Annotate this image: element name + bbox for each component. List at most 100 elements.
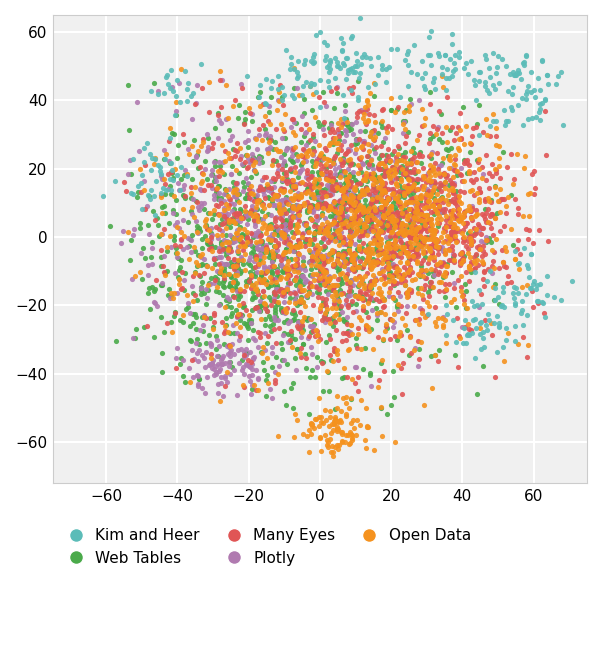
- Point: [187, 345, 196, 355]
- Point: [324, 272, 334, 282]
- Point: [230, 270, 240, 280]
- Point: [252, 230, 261, 240]
- Point: [391, 172, 401, 183]
- Point: [211, 172, 221, 182]
- Point: [333, 137, 343, 148]
- Point: [415, 268, 425, 278]
- Point: [346, 255, 356, 266]
- Point: [205, 244, 214, 254]
- Point: [510, 281, 520, 292]
- Point: [233, 214, 243, 225]
- Point: [191, 312, 201, 322]
- Point: [373, 128, 382, 139]
- Point: [308, 171, 317, 181]
- Point: [465, 168, 475, 178]
- Point: [396, 237, 406, 247]
- Point: [406, 67, 416, 77]
- Point: [391, 209, 400, 219]
- Point: [426, 149, 436, 159]
- Point: [379, 157, 389, 168]
- Point: [194, 205, 203, 215]
- Point: [386, 252, 396, 262]
- Point: [266, 183, 276, 193]
- Point: [332, 82, 342, 92]
- Point: [238, 229, 247, 239]
- Point: [391, 260, 401, 271]
- Point: [255, 236, 265, 246]
- Point: [261, 242, 271, 252]
- Point: [217, 239, 227, 249]
- Point: [415, 192, 425, 203]
- Point: [267, 229, 277, 240]
- Point: [477, 209, 487, 219]
- Point: [472, 255, 482, 266]
- Point: [242, 71, 252, 81]
- Point: [485, 121, 494, 131]
- Point: [362, 183, 372, 194]
- Point: [341, 274, 351, 284]
- Point: [543, 79, 553, 89]
- Point: [167, 157, 176, 168]
- Point: [371, 275, 381, 285]
- Point: [266, 219, 276, 229]
- Point: [277, 159, 287, 170]
- Point: [283, 266, 293, 276]
- Point: [306, 183, 315, 194]
- Point: [324, 421, 334, 432]
- Point: [282, 143, 291, 153]
- Point: [134, 146, 144, 157]
- Point: [254, 154, 264, 164]
- Point: [406, 221, 415, 231]
- Point: [339, 363, 349, 373]
- Point: [347, 299, 356, 309]
- Point: [341, 216, 351, 226]
- Point: [160, 189, 169, 199]
- Point: [228, 178, 238, 188]
- Point: [411, 233, 420, 243]
- Point: [305, 245, 314, 255]
- Point: [471, 174, 481, 184]
- Point: [271, 284, 281, 295]
- Point: [377, 179, 387, 190]
- Point: [243, 152, 253, 163]
- Point: [310, 161, 320, 172]
- Point: [341, 410, 350, 421]
- Point: [346, 319, 356, 330]
- Point: [306, 203, 315, 213]
- Point: [261, 183, 271, 194]
- Point: [152, 213, 162, 223]
- Point: [513, 259, 523, 269]
- Point: [253, 195, 262, 205]
- Point: [391, 205, 401, 215]
- Point: [318, 197, 327, 207]
- Point: [447, 245, 457, 255]
- Point: [279, 247, 288, 257]
- Point: [404, 270, 414, 280]
- Point: [366, 171, 376, 181]
- Point: [365, 53, 375, 64]
- Point: [489, 211, 499, 222]
- Point: [237, 151, 246, 161]
- Point: [351, 226, 361, 236]
- Point: [199, 268, 208, 278]
- Point: [433, 269, 443, 279]
- Point: [262, 338, 272, 349]
- Point: [411, 235, 421, 245]
- Point: [425, 224, 435, 235]
- Point: [275, 87, 284, 97]
- Point: [521, 51, 530, 61]
- Point: [186, 192, 196, 203]
- Point: [156, 245, 166, 255]
- Point: [432, 259, 441, 269]
- Point: [275, 205, 284, 216]
- Point: [426, 189, 436, 200]
- Point: [427, 241, 437, 251]
- Point: [294, 235, 304, 245]
- Point: [310, 174, 320, 184]
- Point: [376, 203, 385, 214]
- Point: [376, 202, 386, 212]
- Point: [247, 155, 256, 165]
- Point: [338, 214, 347, 224]
- Point: [290, 260, 299, 270]
- Point: [520, 57, 529, 67]
